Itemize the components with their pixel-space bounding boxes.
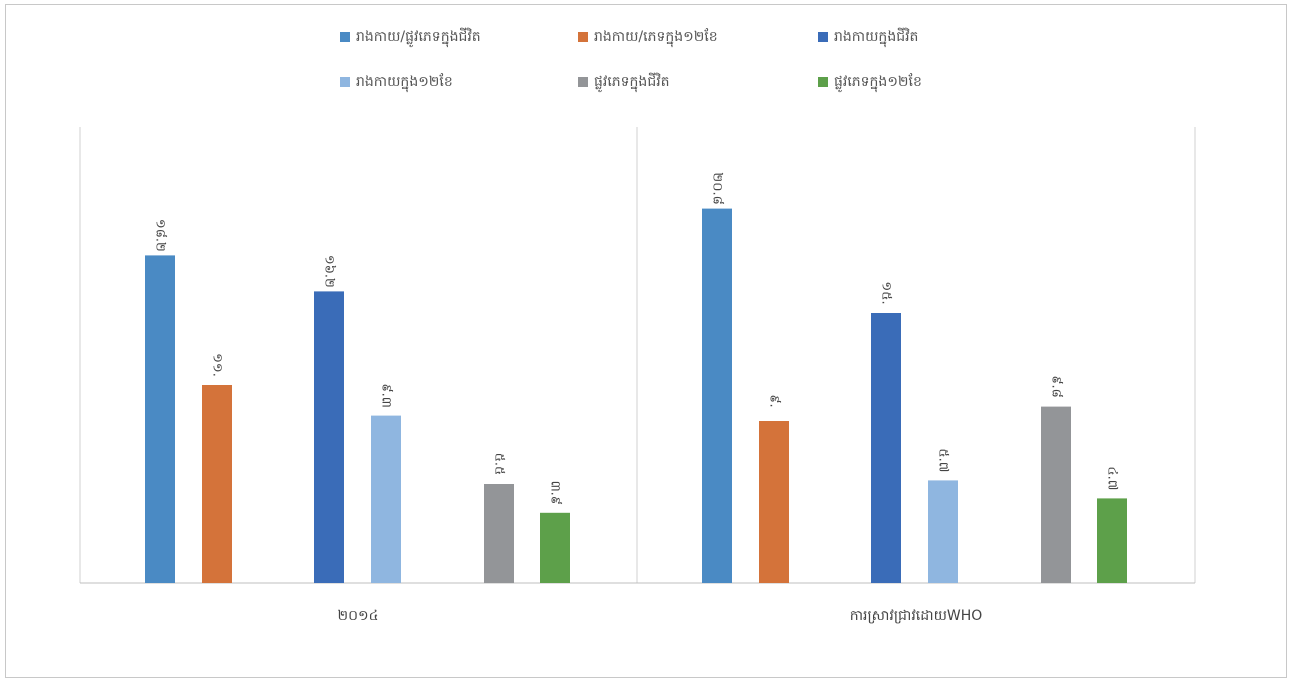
- data-label: ៩.៣: [379, 383, 394, 407]
- data-label: ៩.៨: [1049, 375, 1064, 398]
- bar: [202, 385, 232, 583]
- bar: [540, 512, 570, 583]
- legend-label: រាងកាយក្នុង១២ខែ: [356, 73, 453, 90]
- bar: [314, 291, 344, 583]
- legend-item: រាងកាយ/ផ្លូវភេទក្នុងជីវិត: [340, 27, 481, 47]
- legend-label: ផ្លូវភេទក្នុង១២ខែ: [834, 73, 922, 90]
- bar: [1041, 406, 1071, 583]
- legend-item: រាងកាយក្នុង១២ខែ: [340, 72, 453, 92]
- legend-swatch: [578, 32, 588, 42]
- legend-label: ផ្លូវភេទក្នុងជីវិត: [594, 73, 670, 90]
- bar: [702, 208, 732, 583]
- legend-label: រាងកាយ/ភេទក្នុង១២ខែ: [594, 28, 718, 45]
- bar: [1097, 498, 1127, 583]
- bar: [371, 415, 401, 583]
- data-label: ១១.: [210, 353, 225, 377]
- legend-swatch: [818, 77, 828, 87]
- legend-swatch: [340, 77, 350, 87]
- legend-item: រាងកាយ/ភេទក្នុង១២ខែ: [578, 27, 718, 47]
- bar: [928, 480, 958, 583]
- data-label: ២០.៨: [710, 172, 725, 204]
- legend-item: ផ្លូវភេទក្នុងជីវិត: [578, 72, 670, 92]
- data-label: ១៨.២: [153, 219, 168, 252]
- data-label: ១៥.: [879, 281, 894, 304]
- bar: [484, 484, 514, 583]
- legend: រាងកាយ/ផ្លូវភេទក្នុងជីវិត រាងកាយ/ភេទក្នុ…: [0, 0, 1293, 110]
- category-label: ២០១៤: [337, 608, 378, 624]
- legend-item: ផ្លូវភេទក្នុង១២ខែ: [818, 72, 922, 92]
- legend-label: រាងកាយក្នុងជីវិត: [834, 28, 919, 45]
- legend-item: រាងកាយក្នុងជីវិត: [818, 27, 918, 47]
- legend-swatch: [578, 77, 588, 87]
- data-label: ៤.៧: [1105, 466, 1120, 490]
- data-label: ៩.: [767, 394, 782, 407]
- category-label: ការស្រាវជ្រាវដោយWHO: [850, 608, 983, 624]
- data-label: ៣.៩: [548, 481, 563, 505]
- bar: [759, 421, 789, 583]
- legend-swatch: [340, 32, 350, 42]
- data-label: ៥.៥: [492, 453, 507, 476]
- bar: [871, 313, 901, 583]
- data-label: ៥.៧: [936, 448, 951, 472]
- legend-swatch: [818, 32, 828, 42]
- bar: [145, 255, 175, 583]
- data-label: ១៦.២: [322, 255, 337, 288]
- legend-label: រាងកាយ/ផ្លូវភេទក្នុងជីវិត: [356, 28, 481, 45]
